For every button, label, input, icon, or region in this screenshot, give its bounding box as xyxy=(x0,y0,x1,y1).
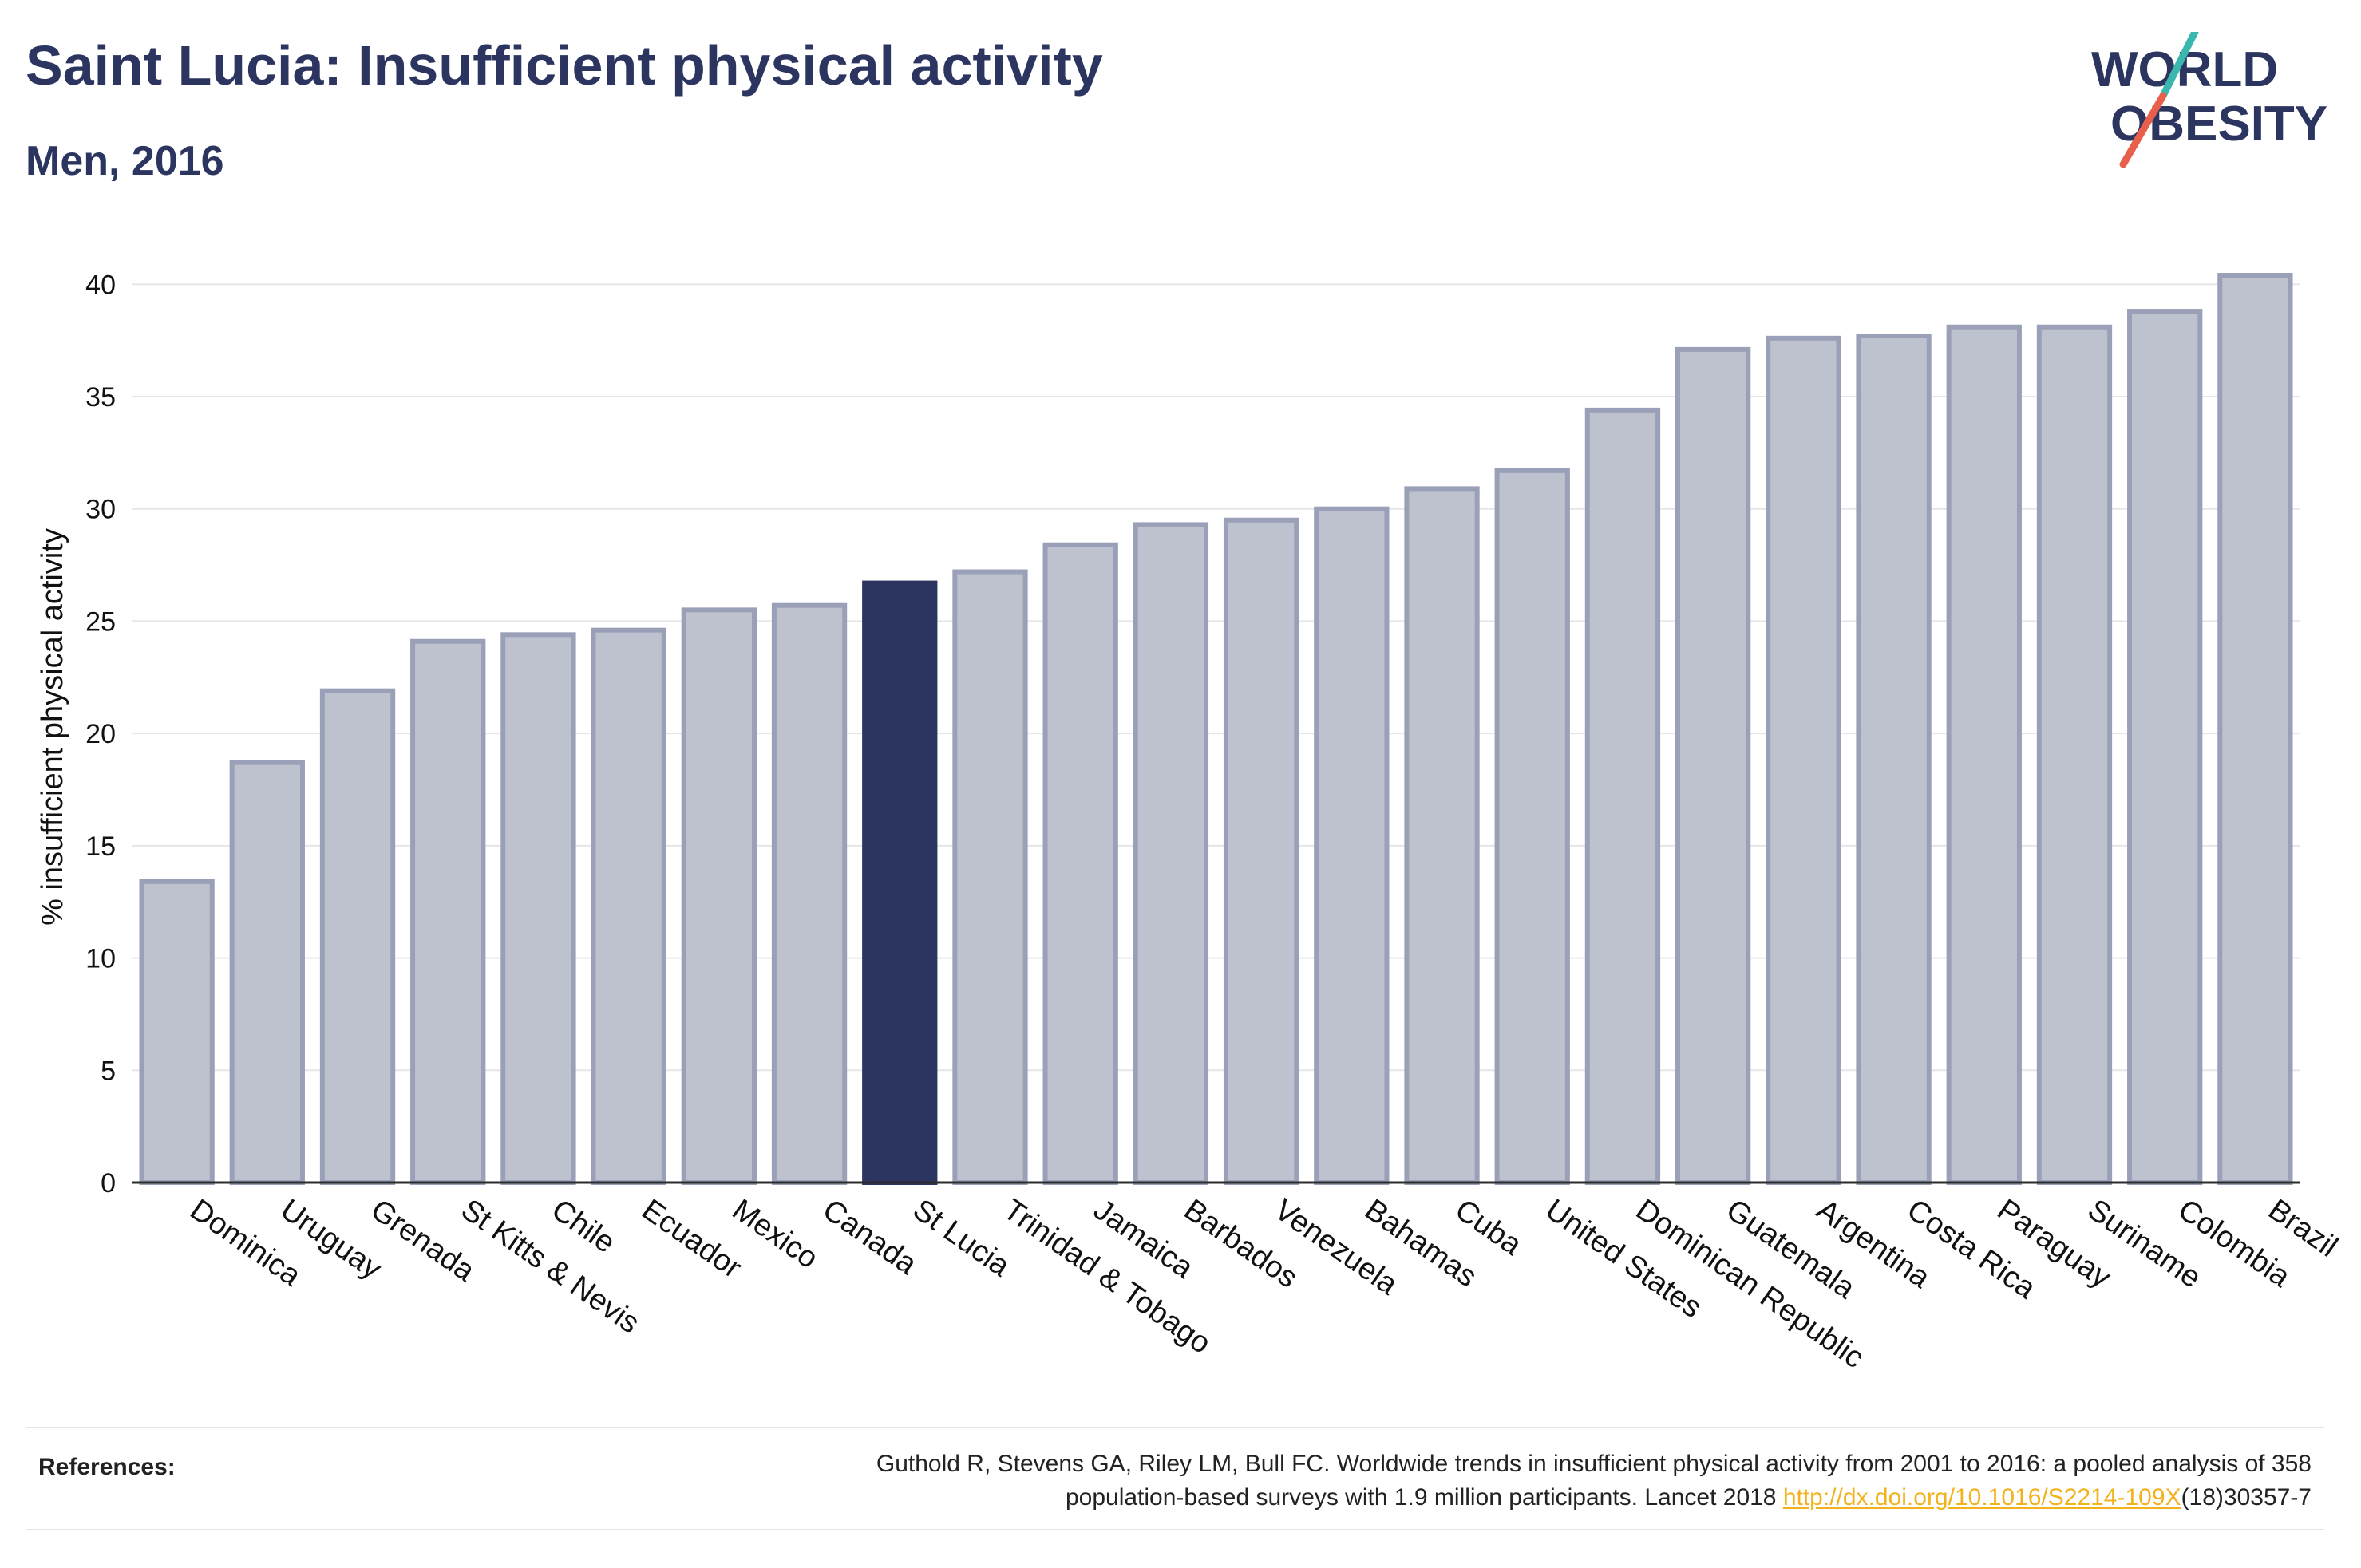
references-text: Guthold R, Stevens GA, Riley LM, Bull FC… xyxy=(476,1448,2312,1515)
reference-line-2: population-based surveys with 1.9 millio… xyxy=(476,1481,2312,1515)
bar-guatemala xyxy=(1675,346,1751,1185)
bar-bahamas xyxy=(1314,506,1390,1185)
y-tick-label: 40 xyxy=(85,270,116,300)
x-tick-label: Canada xyxy=(817,1193,923,1282)
bar-costa-rica xyxy=(1856,334,1932,1185)
bars xyxy=(139,273,2293,1186)
bar-colombia xyxy=(2127,309,2203,1185)
logo-slash-red xyxy=(2119,92,2167,168)
bar-venezuela xyxy=(1223,517,1299,1185)
y-tick-label: 35 xyxy=(85,382,116,413)
reference-line-2-suffix: (18)30357-7 xyxy=(2181,1484,2312,1511)
y-tick-label: 5 xyxy=(101,1056,116,1086)
bar-st-lucia xyxy=(862,580,938,1185)
bar-mexico xyxy=(681,607,757,1185)
y-tick-label: 30 xyxy=(85,495,116,525)
bar-chart: 0 5 10 15 20 25 30 35 40 DominicaUruguayGrenadaS… xyxy=(36,270,2343,1375)
y-axis-ticks: 0 5 10 15 20 25 30 35 40 xyxy=(85,270,116,1199)
references-section: References: Guthold R, Stevens GA, Riley… xyxy=(26,1427,2324,1530)
bar-canada xyxy=(771,602,848,1185)
bar-ecuador xyxy=(591,627,666,1185)
bar-uruguay xyxy=(229,760,305,1185)
reference-doi-link[interactable]: http://dx.doi.org/10.1016/S2214-109X xyxy=(1782,1484,2181,1511)
bar-cuba xyxy=(1404,486,1480,1185)
y-tick-label: 25 xyxy=(85,606,116,637)
references-label: References: xyxy=(38,1454,176,1480)
bar-grenada xyxy=(319,688,396,1185)
y-tick-label: 20 xyxy=(85,719,116,749)
world-obesity-logo: WORLD OBESITY xyxy=(2091,32,2327,168)
reference-line-2-prefix: population-based surveys with 1.9 millio… xyxy=(1065,1484,1783,1511)
bar-united-states xyxy=(1494,468,1570,1185)
bar-argentina xyxy=(1766,335,1841,1185)
x-tick-label: St Lucia xyxy=(907,1193,1016,1284)
bar-chile xyxy=(500,632,576,1185)
logo-slash-teal xyxy=(2159,32,2199,100)
bar-jamaica xyxy=(1042,542,1118,1185)
bar-trinidad-tobago xyxy=(952,569,1028,1185)
bar-paraguay xyxy=(1946,324,2022,1185)
x-tick-label: United States xyxy=(1540,1193,1708,1325)
chart-subtitle: Men, 2016 xyxy=(26,138,224,184)
y-tick-label: 15 xyxy=(85,831,116,862)
bar-dominican-republic xyxy=(1584,407,1661,1185)
reference-line-1: Guthold R, Stevens GA, Riley LM, Bull FC… xyxy=(876,1451,2312,1477)
bar-brazil xyxy=(2217,273,2293,1185)
x-tick-label: Ecuador xyxy=(635,1193,747,1286)
bar-suriname xyxy=(2036,324,2113,1185)
bar-barbados xyxy=(1133,522,1209,1185)
y-tick-label: 10 xyxy=(85,944,116,974)
bar-dominica xyxy=(139,879,215,1186)
chart-title: Saint Lucia: Insufficient physical activ… xyxy=(26,34,1103,97)
y-tick-label: 0 xyxy=(101,1168,116,1199)
y-axis-label: % insufficient physical activity xyxy=(36,528,69,926)
bar-st-kitts-nevis xyxy=(410,638,486,1185)
